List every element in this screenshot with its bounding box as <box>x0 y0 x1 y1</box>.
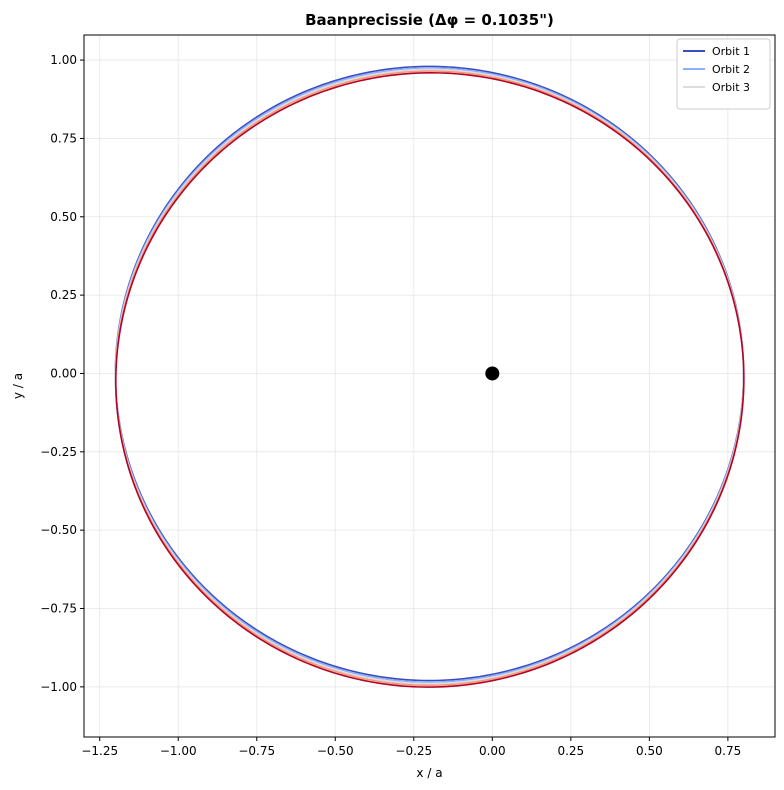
y-tick-label: 1.00 <box>50 53 77 67</box>
legend-label: Orbit 2 <box>712 63 750 76</box>
y-axis-label: y / a <box>11 373 25 399</box>
legend-label: Orbit 1 <box>712 45 750 58</box>
x-tick-label: −0.25 <box>395 744 432 758</box>
x-tick-label: 0.25 <box>557 744 584 758</box>
axes-frame <box>83 34 776 738</box>
x-tick-label: −1.25 <box>81 744 118 758</box>
x-axis-label: x / a <box>416 766 442 780</box>
x-tick-label: 0.75 <box>715 744 742 758</box>
orbit-line-5 <box>115 72 745 688</box>
legend-label: Orbit 3 <box>712 81 750 94</box>
y-tick-label: 0.75 <box>50 131 77 145</box>
x-tick-label: −0.75 <box>238 744 275 758</box>
x-axis-ticks: −1.25 −1.00 −0.75 −0.50 −0.25 0.00 0.25 0.50 0.7… <box>81 737 741 758</box>
central-body-marker <box>485 366 500 381</box>
central-body-layer <box>485 366 500 381</box>
y-tick-label: −0.25 <box>40 445 77 459</box>
y-tick-label: −0.50 <box>40 523 77 537</box>
legend-box <box>676 38 771 110</box>
y-tick-label: 0.00 <box>50 366 77 380</box>
chart-title: Baanprecissie (Δφ = 0.1035") <box>305 11 554 29</box>
y-tick-label: −1.00 <box>40 680 77 694</box>
orbits <box>114 65 745 688</box>
y-tick-label: 0.50 <box>50 210 77 224</box>
y-tick-label: −0.75 <box>40 602 77 616</box>
y-tick-label: 0.25 <box>50 288 77 302</box>
legend: Orbit 1 Orbit 2 Orbit 3 <box>676 38 771 110</box>
x-tick-label: 0.00 <box>479 744 506 758</box>
x-tick-label: −0.50 <box>317 744 354 758</box>
x-tick-label: 0.50 <box>636 744 663 758</box>
x-tick-label: −1.00 <box>160 744 197 758</box>
y-axis-ticks: 1.00 0.75 0.50 0.25 0.00 −0.25 −0.50 −0.75 −1.00 <box>40 53 84 694</box>
